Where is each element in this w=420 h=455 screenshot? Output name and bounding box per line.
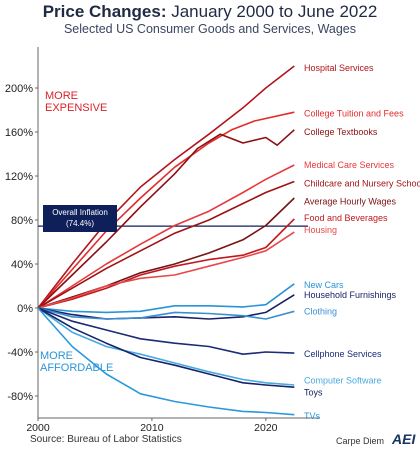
series-line [37,307,295,320]
series-line [37,294,295,320]
y-tick-label: 160% [5,127,33,139]
aei-logo: AEI [392,431,416,447]
series-line [37,231,295,309]
series-label: Toys [304,388,323,398]
more-expensive-label: MORE EXPENSIVE [45,90,107,114]
series-label: Medical Care Services [304,160,395,170]
y-tick-label: -80% [7,391,33,403]
more-expensive-line2: EXPENSIVE [45,102,108,114]
x-tick-label: 2000 [26,422,50,434]
chart-title-rest: January 2000 to June 2022 [171,2,378,21]
x-tick-label: 2010 [140,422,164,434]
series-line [37,164,295,309]
overall-inflation-label: Overall Inflation [52,208,108,217]
source-note: Source: Bureau of Labor Statistics [30,434,182,445]
more-expensive-line1: MORE [45,90,78,102]
series-label: College Tuition and Fees [304,108,404,118]
series-label: New Cars [304,280,344,290]
chart-subtitle: Selected US Consumer Goods and Services,… [63,22,357,36]
series-label: Household Furnishings [304,290,397,300]
y-tick-label: -40% [7,347,33,359]
series-label: Clothing [304,306,337,316]
more-affordable-line2: AFFORDABLE [40,362,114,374]
y-tick-label: 120% [5,171,33,183]
overall-inflation-value: (74.4%) [65,219,94,228]
x-tick-label: 2020 [254,422,278,434]
y-tick-label: 200% [5,83,33,95]
series-label: Cellphone Services [304,349,382,359]
series-label: Average Hourly Wages [304,196,397,206]
y-tick-label: 80% [11,215,33,227]
series-label: Childcare and Nursery School [304,179,420,189]
series-label: College Textbooks [304,127,378,137]
series-label: Computer Software [304,376,382,386]
series-label: Hospital Services [304,63,374,73]
y-tick-label: 0% [17,303,33,315]
series-label: Food and Beverages [304,213,388,223]
chart-title: Price Changes: January 2000 to June 2022 [0,2,420,22]
y-tick-label: 40% [11,259,33,271]
chart-title-bold: Price Changes: [42,2,167,21]
more-affordable-line1: MORE [40,350,73,362]
series-line [37,307,295,356]
series-line [37,111,295,309]
brand-text: Carpe Diem [336,436,385,446]
series-line [37,307,295,388]
series-line [37,307,295,386]
series-line [37,180,295,309]
series-label: TVs [304,411,321,421]
series-line [37,65,295,309]
more-affordable-label: MORE AFFORDABLE [40,350,113,374]
series-line [37,218,295,309]
overall-inflation-box: Overall Inflation (74.4%) [43,205,117,232]
series-line [37,129,295,309]
series-label: Housing [304,225,337,235]
series-line [37,283,295,314]
series-line [37,307,295,416]
